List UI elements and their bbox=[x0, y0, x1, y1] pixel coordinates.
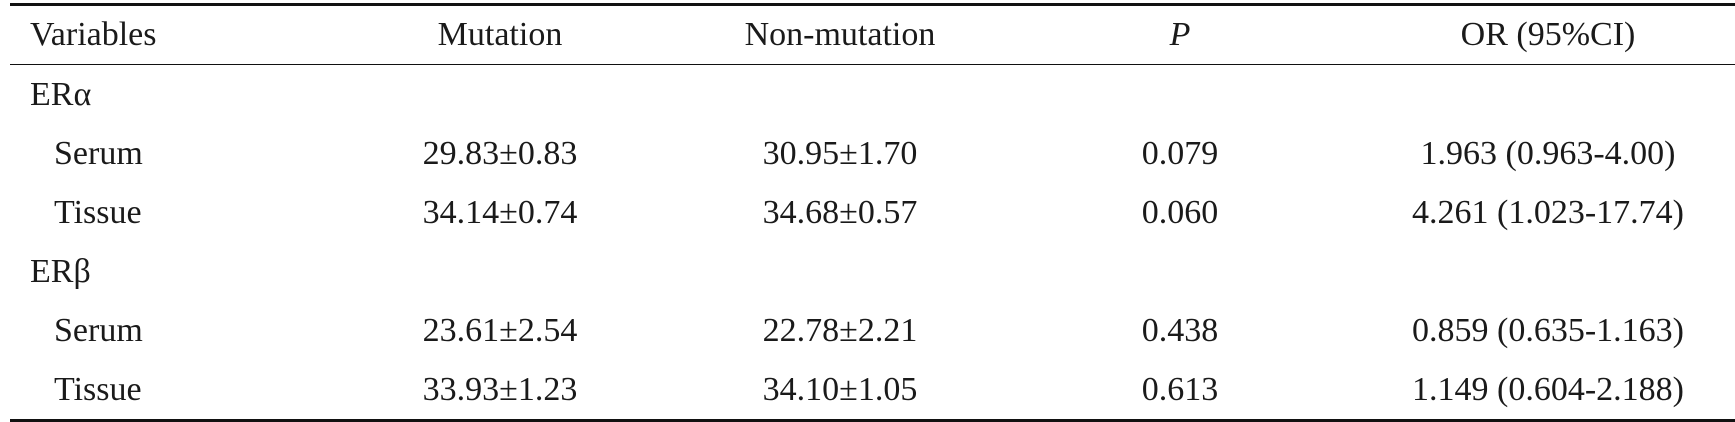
table-row: Serum 23.61±2.54 22.78±2.21 0.438 0.859 … bbox=[10, 301, 1735, 360]
empty-cell bbox=[1350, 65, 1735, 125]
table-body: ERα Serum 29.83±0.83 30.95±1.70 0.079 1.… bbox=[10, 65, 1735, 421]
cell-p-value: 0.079 bbox=[1141, 134, 1219, 172]
header-non-mutation: Non-mutation bbox=[744, 16, 936, 53]
empty-cell bbox=[1010, 65, 1350, 125]
cell-odds-ratio: 1.963 (0.963-4.00) bbox=[1420, 134, 1676, 172]
cell-mutation: 23.61±2.54 bbox=[422, 311, 578, 349]
empty-cell bbox=[670, 242, 1010, 301]
empty-cell bbox=[1350, 242, 1735, 301]
table-header: Variables Mutation Non-mutation P OR (95… bbox=[10, 4, 1735, 65]
table-row: Serum 29.83±0.83 30.95±1.70 0.079 1.963 … bbox=[10, 124, 1735, 183]
cell-mutation: 29.83±0.83 bbox=[422, 134, 578, 172]
empty-cell bbox=[1010, 242, 1350, 301]
empty-cell bbox=[330, 242, 670, 301]
header-odds-ratio: OR (95%CI) bbox=[1460, 16, 1636, 53]
header-p-value: P bbox=[1169, 16, 1191, 53]
cell-p-value: 0.438 bbox=[1141, 311, 1219, 349]
cell-odds-ratio: 4.261 (1.023-17.74) bbox=[1412, 193, 1684, 231]
row-name: Tissue bbox=[54, 193, 142, 231]
cell-odds-ratio: 0.859 (0.635-1.163) bbox=[1412, 311, 1684, 349]
cell-non-mutation: 34.10±1.05 bbox=[762, 370, 918, 408]
cell-non-mutation: 34.68±0.57 bbox=[762, 193, 918, 231]
cell-mutation: 33.93±1.23 bbox=[422, 370, 578, 408]
table-row: Tissue 33.93±1.23 34.10±1.05 0.613 1.149… bbox=[10, 360, 1735, 421]
group-row-er-alpha: ERα bbox=[10, 65, 1735, 125]
group-label: ERα bbox=[30, 75, 92, 113]
group-row-er-beta: ERβ bbox=[10, 242, 1735, 301]
row-name: Tissue bbox=[54, 370, 142, 408]
row-name: Serum bbox=[54, 134, 143, 172]
cell-odds-ratio: 1.149 (0.604-2.188) bbox=[1412, 370, 1684, 408]
cell-non-mutation: 22.78±2.21 bbox=[762, 311, 918, 349]
group-label: ERβ bbox=[30, 252, 91, 290]
cell-non-mutation: 30.95±1.70 bbox=[762, 134, 918, 172]
row-name: Serum bbox=[54, 311, 143, 349]
empty-cell bbox=[330, 65, 670, 125]
header-variables: Variables bbox=[30, 16, 157, 53]
cell-p-value: 0.613 bbox=[1141, 370, 1219, 408]
header-mutation: Mutation bbox=[437, 16, 563, 53]
header-row: Variables Mutation Non-mutation P OR (95… bbox=[10, 4, 1735, 65]
empty-cell bbox=[670, 65, 1010, 125]
results-table: Variables Mutation Non-mutation P OR (95… bbox=[10, 3, 1735, 422]
cell-p-value: 0.060 bbox=[1141, 193, 1219, 231]
results-table-container: Variables Mutation Non-mutation P OR (95… bbox=[10, 3, 1735, 422]
table-row: Tissue 34.14±0.74 34.68±0.57 0.060 4.261… bbox=[10, 183, 1735, 242]
cell-mutation: 34.14±0.74 bbox=[422, 193, 578, 231]
